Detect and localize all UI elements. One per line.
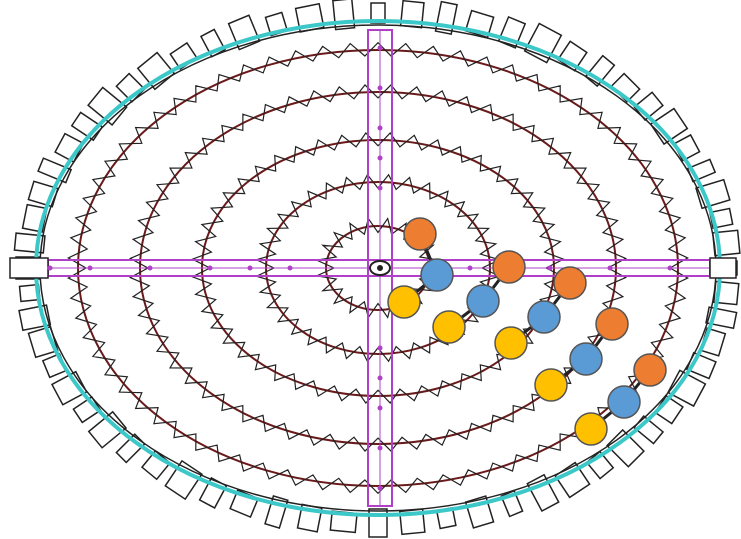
cross-dot (377, 375, 383, 381)
cross-dot (377, 45, 383, 51)
cross-dot (207, 265, 213, 271)
marker-dot (403, 217, 437, 251)
right-end-box (709, 257, 737, 279)
cross-dot (87, 265, 93, 271)
cross-dot (377, 405, 383, 411)
cross-dot (377, 85, 383, 91)
edge-box (37, 157, 73, 184)
cross-dot (377, 485, 383, 491)
marker-dot (569, 342, 603, 376)
cross-dot (377, 445, 383, 451)
cross-dot (247, 265, 253, 271)
hub-center (377, 265, 383, 271)
edge-box (695, 178, 731, 210)
marker-dot (553, 266, 587, 300)
cross-dot (377, 125, 383, 131)
marker-dot (492, 250, 526, 284)
cross-dot (47, 265, 53, 271)
marker-dot (607, 385, 641, 419)
marker-dot (534, 368, 568, 402)
marker-dot (387, 285, 421, 319)
edge-box (70, 111, 104, 142)
hub (369, 260, 391, 276)
marker-dot (432, 310, 466, 344)
marker-dot (420, 258, 454, 292)
cross-dot (547, 265, 553, 271)
cross-dot (147, 265, 153, 271)
cross-dot (377, 155, 383, 161)
cross-dot (377, 345, 383, 351)
edge-box (164, 459, 203, 501)
marker-dot (633, 353, 667, 387)
marker-dot (527, 300, 561, 334)
cross (9, 29, 737, 507)
cross-dot (667, 265, 673, 271)
edge-box (667, 369, 707, 408)
edge-box (584, 54, 616, 88)
edge-box (54, 132, 85, 164)
edge-box (649, 107, 689, 146)
cross-dot (467, 265, 473, 271)
edge-box (606, 428, 645, 468)
marker-dot (466, 284, 500, 318)
left-end-box (9, 257, 49, 279)
edge-box (87, 86, 128, 126)
marker-dot (574, 412, 608, 446)
edge-box (227, 14, 261, 51)
cross-dot (287, 265, 293, 271)
cross-dot (377, 185, 383, 191)
edge-box (87, 410, 128, 449)
marker-dot (494, 326, 528, 360)
marker-dots (387, 217, 667, 446)
marker-dot (595, 307, 629, 341)
cross-dot (607, 265, 613, 271)
